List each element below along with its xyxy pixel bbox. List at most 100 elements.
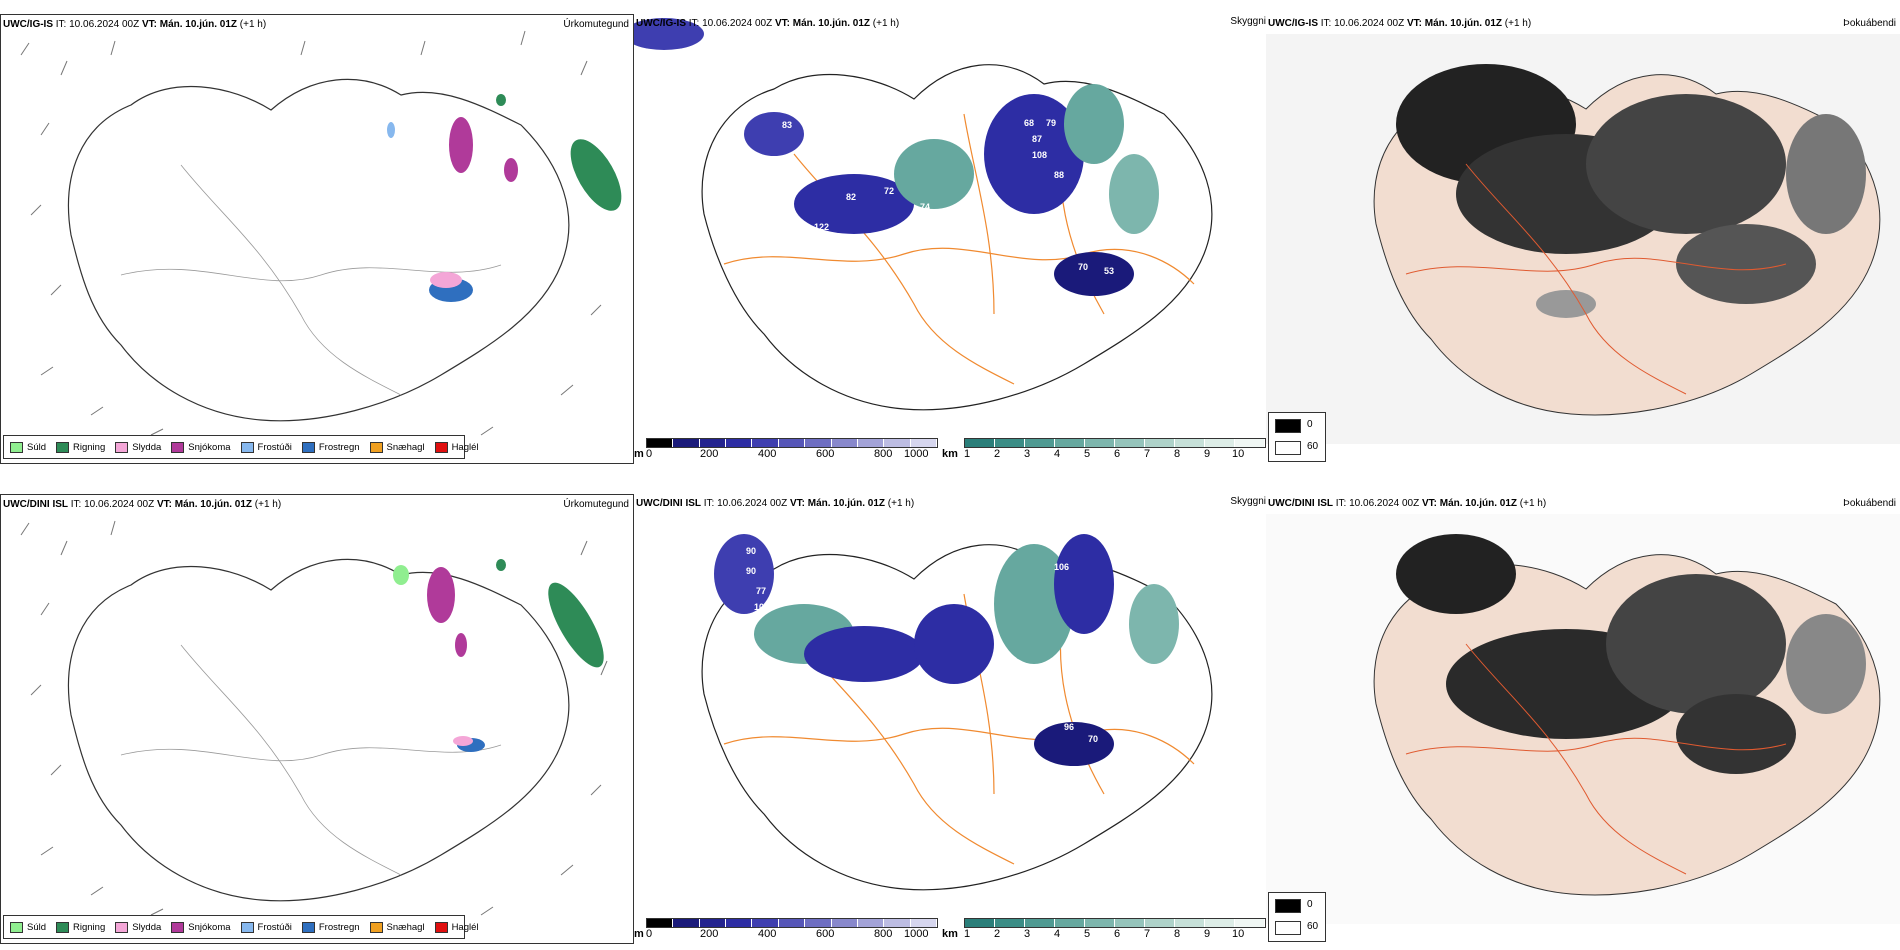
colorbar-segment: [965, 919, 995, 927]
colorbar-segment: [965, 439, 995, 447]
svg-text:68: 68: [1024, 118, 1034, 128]
svg-text:87: 87: [1032, 134, 1042, 144]
svg-text:53: 53: [1104, 266, 1114, 276]
precip-type-map-top: UWC/IG-IS IT: 10.06.2024 00Z VT: Mán. 10…: [0, 14, 634, 464]
swatch: [10, 921, 23, 933]
colorbar-segment: [1055, 919, 1085, 927]
svg-text:108: 108: [1032, 150, 1047, 160]
svg-text:70: 70: [1078, 262, 1088, 272]
iceland-coastline: [67, 78, 570, 422]
swatch: [10, 441, 23, 453]
precip-legend: Súld Rigning Slydda Snjókoma Frostúði Fr…: [3, 435, 479, 459]
svg-text:78: 78: [782, 232, 792, 242]
precip-legend: Súld Rigning Slydda Snjókoma Frostúði Fr…: [3, 915, 479, 939]
fog-patches: [1396, 534, 1866, 774]
iceland-coastline: [67, 558, 570, 902]
iceland-map-visibility-bottom: 90 90 77 104 86 71 140 106 96 70: [701, 534, 1213, 891]
panel-header: UWC/DINI ISL IT: 10.06.2024 00Z VT: Mán.…: [1268, 498, 1547, 509]
visibility-m-colorbar: m 0 200 400 600 800 1000: [634, 918, 938, 944]
precip-patches: [393, 559, 604, 752]
panel-header: UWC/IG-IS IT: 10.06.2024 00Z VT: Mán. 10…: [1268, 18, 1532, 29]
svg-text:104: 104: [754, 602, 769, 612]
panel-header: UWC/IG-IS IT: 10.06.2024 00Z VT: Mán. 10…: [3, 19, 267, 30]
swatch: [434, 921, 448, 933]
colorbar-segment: [752, 439, 779, 447]
colorbar-segment: [1115, 439, 1145, 447]
colorbar-segment: [1235, 919, 1265, 927]
vis-patches: [714, 534, 1179, 766]
colorbar-segment: [1235, 439, 1265, 447]
colorbar-segment: [647, 919, 674, 927]
colorbar-segment: [857, 919, 885, 927]
vis-labels: 83 82 72 74 68 79 87 108 88 69 93 70 53 …: [782, 118, 1114, 276]
colorbar-segment: [1025, 439, 1055, 447]
colorbar-segment: [995, 919, 1025, 927]
panel-title: Þokuábendi: [1843, 18, 1896, 29]
svg-text:77: 77: [756, 586, 766, 596]
colorbar-segment: [831, 439, 858, 447]
fog-patches: [1396, 64, 1866, 318]
swatch: [301, 921, 315, 933]
fog-legend: 0 60: [1268, 412, 1326, 462]
colorbar-segment: [778, 439, 806, 447]
svg-text:72: 72: [884, 186, 894, 196]
panel-title: Þokuábendi: [1843, 498, 1896, 509]
colorbar-segment: [673, 439, 700, 447]
vis-patches: [634, 18, 1159, 296]
colorbar-segment: [910, 439, 937, 447]
swatch: [56, 441, 70, 453]
swatch: [115, 921, 129, 933]
iceland-coastline: [701, 544, 1213, 891]
swatch: [171, 921, 185, 933]
swatch: [434, 441, 448, 453]
colorbar-segment: [1145, 439, 1175, 447]
colorbar-segment: [1115, 919, 1145, 927]
iceland-map-fog-bottom: [1266, 514, 1900, 924]
panel-title: Skyggni: [1230, 16, 1266, 27]
colorbar-segment: [647, 439, 674, 447]
panel-title: Úrkomutegund: [563, 19, 629, 30]
colorbar-segment: [1205, 439, 1235, 447]
colorbar-segment: [1175, 919, 1205, 927]
svg-text:93: 93: [1038, 230, 1048, 240]
colorbar-segment: [1025, 919, 1055, 927]
colorbar-segment: [805, 919, 832, 927]
panel-title: Skyggni: [1230, 496, 1266, 507]
colorbar-segment: [699, 439, 727, 447]
colorbar-segment: [1055, 439, 1085, 447]
svg-text:71: 71: [746, 658, 756, 668]
precip-patches: [387, 94, 622, 302]
panel-header: UWC/IG-IS IT: 10.06.2024 00Z VT: Mán. 10…: [636, 18, 900, 29]
svg-text:69: 69: [1048, 210, 1058, 220]
svg-text:88: 88: [1054, 170, 1064, 180]
visibility-m-colorbar: m 0 200 400 600 800 1000: [634, 438, 938, 464]
roads: [1405, 643, 1787, 875]
visibility-map-top: 83 82 72 74 68 79 87 108 88 69 93 70 53 …: [634, 14, 1270, 464]
panel-title: Úrkomutegund: [563, 499, 629, 510]
swatch: [56, 921, 70, 933]
fog-legend: 0 60: [1268, 892, 1326, 942]
colorbar-segment: [1205, 919, 1235, 927]
iceland-map-precip-top: [20, 30, 622, 446]
panel-header: UWC/DINI ISL IT: 10.06.2024 00Z VT: Mán.…: [636, 498, 915, 509]
roads: [1405, 163, 1787, 395]
colorbar-segment: [1085, 919, 1115, 927]
colorbar-segment: [673, 919, 700, 927]
colorbar-segment: [726, 919, 753, 927]
colorbar-segment: [805, 439, 832, 447]
colorbar-segment: [995, 439, 1025, 447]
svg-text:106: 106: [1054, 562, 1069, 572]
roads: [120, 644, 502, 876]
fog-index-map-top: UWC/IG-IS IT: 10.06.2024 00Z VT: Mán. 10…: [1266, 14, 1900, 464]
colorbar-segment: [857, 439, 885, 447]
swatch: [301, 441, 315, 453]
svg-text:86: 86: [734, 642, 744, 652]
iceland-map-visibility-top: 83 82 72 74 68 79 87 108 88 69 93 70 53 …: [634, 18, 1213, 411]
svg-text:90: 90: [746, 566, 756, 576]
swatch: [115, 441, 129, 453]
colorbar-segment: [884, 439, 911, 447]
colorbar-segment: [1145, 919, 1175, 927]
svg-text:90: 90: [746, 546, 756, 556]
svg-text:140: 140: [884, 682, 899, 692]
swatch: [369, 921, 383, 933]
